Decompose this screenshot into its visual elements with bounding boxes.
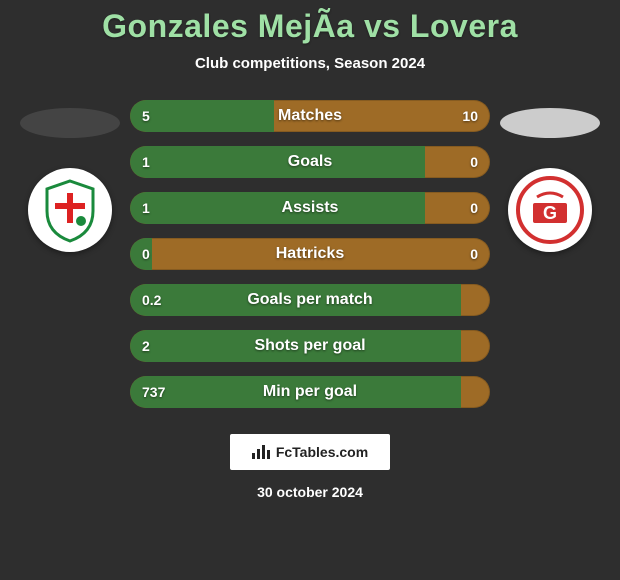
stat-label: Hattricks — [130, 238, 490, 270]
date-line: 30 october 2024 — [257, 484, 363, 500]
stat-row: 0.2Goals per match — [130, 284, 490, 316]
stat-value-right: 0 — [470, 146, 478, 178]
stat-row: 737Min per goal — [130, 376, 490, 408]
stat-value-right: 0 — [470, 238, 478, 270]
stat-row: 0Hattricks0 — [130, 238, 490, 270]
shield-icon — [35, 175, 105, 245]
page-subtitle: Club competitions, Season 2024 — [195, 55, 425, 72]
stat-row: 2Shots per goal — [130, 330, 490, 362]
stat-fill-left — [130, 192, 425, 224]
stat-fill-left — [130, 238, 152, 270]
shield-icon: G — [515, 175, 585, 245]
right-team-crest: G — [508, 168, 592, 252]
left-team-crest — [28, 168, 112, 252]
left-column — [10, 100, 130, 252]
right-player-ellipse — [500, 108, 600, 138]
right-column: G — [490, 100, 610, 252]
stat-value-right: 10 — [462, 100, 478, 132]
stat-fill-left — [130, 376, 461, 408]
stat-value-right: 0 — [470, 192, 478, 224]
svg-text:G: G — [543, 203, 557, 223]
stat-fill-left — [130, 146, 425, 178]
brand-badge: FcTables.com — [230, 434, 390, 470]
stat-row: 5Matches10 — [130, 100, 490, 132]
brand-label: FcTables.com — [276, 444, 368, 460]
stat-fill-left — [130, 330, 461, 362]
stat-row: 1Goals0 — [130, 146, 490, 178]
chart-bars-icon — [252, 445, 270, 459]
stat-fill-left — [130, 100, 274, 132]
stat-row: 1Assists0 — [130, 192, 490, 224]
stats-bars: 5Matches101Goals01Assists00Hattricks00.2… — [130, 100, 490, 408]
page-title: Gonzales MejÃa vs Lovera — [102, 8, 518, 45]
left-player-ellipse — [20, 108, 120, 138]
stat-fill-left — [130, 284, 461, 316]
infographic-container: Gonzales MejÃa vs Lovera Club competitio… — [0, 0, 620, 580]
main-row: 5Matches101Goals01Assists00Hattricks00.2… — [0, 100, 620, 408]
